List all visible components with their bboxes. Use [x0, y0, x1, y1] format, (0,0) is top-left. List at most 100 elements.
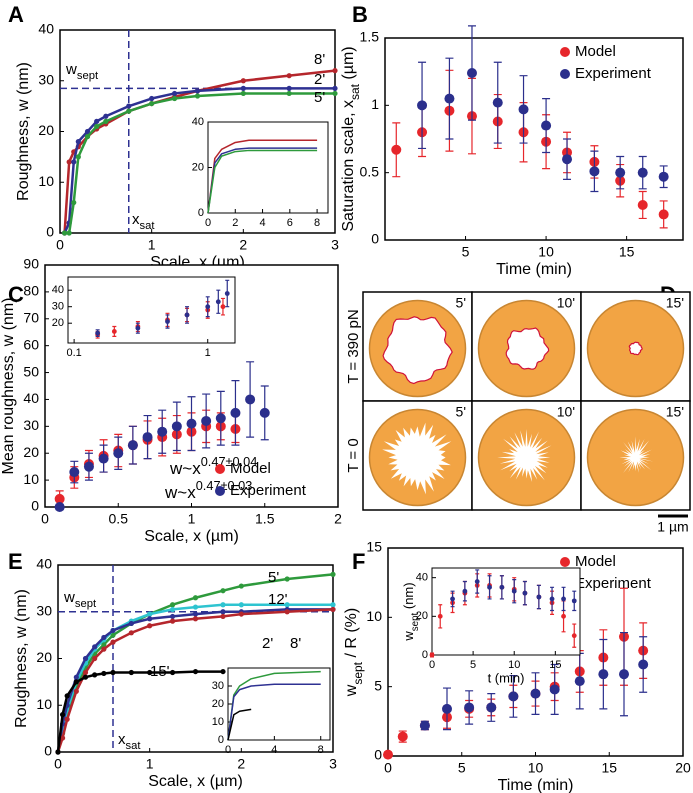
scale-bar-label: 1 µm — [657, 519, 688, 535]
y-tick-label: 1 — [371, 96, 379, 112]
series-point — [82, 669, 89, 676]
data-point — [589, 166, 600, 177]
series-point — [101, 670, 107, 677]
series-point — [171, 90, 178, 97]
y-tick-label: 0 — [371, 231, 379, 247]
data-point — [186, 418, 197, 429]
series-line — [207, 147, 318, 214]
data-point — [113, 448, 124, 459]
series-point — [128, 630, 134, 636]
x-tick-label: 10 — [528, 759, 544, 775]
row-label: T = 0 — [345, 438, 362, 472]
x-tick-label: 10 — [508, 659, 520, 671]
series-point — [238, 611, 244, 617]
series-line — [227, 670, 321, 741]
series-label: 2' — [262, 635, 273, 652]
legend-marker — [560, 47, 570, 57]
series-point — [110, 639, 116, 645]
series-point — [128, 669, 134, 676]
y-tick-label: 80 — [23, 283, 39, 299]
series-point — [169, 669, 176, 676]
y-axis-label: Roughness, w (nm) — [13, 589, 30, 728]
data-point — [474, 579, 480, 584]
series-point — [73, 679, 79, 685]
septum-opening — [382, 422, 452, 495]
series-line — [227, 708, 252, 741]
series-point — [169, 618, 176, 624]
series-line — [56, 608, 333, 753]
series-point — [194, 93, 201, 99]
y-tick-label: 20 — [52, 317, 64, 329]
series-point — [240, 90, 246, 97]
x-tick-label: 10 — [538, 243, 554, 259]
data-point — [518, 104, 529, 115]
data-point — [83, 461, 94, 472]
legend-marker — [215, 486, 225, 496]
y-axis-label-tail: (nm) — [401, 582, 416, 612]
y-tick-label: 90 — [23, 256, 39, 272]
data-point — [383, 749, 393, 760]
series-point — [75, 139, 81, 145]
septum-opening — [628, 341, 643, 356]
septum-opening — [619, 436, 654, 473]
x-tick-label: 0 — [56, 236, 64, 252]
x-tick-label: 15 — [619, 243, 635, 259]
x-tick-label: 4 — [259, 217, 265, 229]
series-point — [286, 85, 292, 91]
series-point — [220, 613, 226, 620]
series-point — [64, 716, 70, 722]
series-point — [64, 693, 70, 699]
data-point — [637, 199, 648, 210]
series-point — [92, 672, 98, 678]
inset-frame — [431, 567, 581, 656]
data-point — [111, 329, 117, 334]
data-point — [598, 669, 609, 680]
y-tick-label: 30 — [36, 602, 52, 618]
series-label: 8' — [314, 51, 325, 68]
x-tick-label: 2 — [239, 236, 247, 252]
data-point — [259, 407, 270, 418]
data-point — [574, 676, 585, 687]
y-tick-label: 0 — [422, 649, 428, 661]
threshold-label-sub: sept — [77, 70, 99, 82]
data-point — [541, 120, 552, 131]
y-tick-label: 10 — [212, 716, 224, 728]
series-point — [101, 646, 107, 652]
y-tick-label: 20 — [23, 444, 39, 460]
y-axis-label: Saturation scale, xsat (µm) — [340, 46, 362, 231]
threshold-label-sub: sat — [126, 740, 142, 752]
data-point — [171, 421, 182, 432]
data-point — [184, 312, 190, 318]
x-axis-label: Time (min) — [496, 261, 572, 278]
data-point — [215, 413, 226, 424]
series-point — [330, 606, 336, 613]
series-point — [92, 655, 98, 662]
x-tick-label: 1 — [146, 755, 154, 771]
data-point — [98, 453, 109, 464]
y-axis-label-sub: sept — [410, 612, 421, 631]
x-axis-label: t (min) — [488, 670, 525, 685]
inset-frame — [227, 667, 331, 741]
data-point — [549, 596, 555, 602]
panel-letter: E — [8, 549, 23, 574]
data-point — [437, 613, 443, 619]
y-axis-label-sub: sept — [351, 661, 365, 684]
series-line — [56, 608, 334, 753]
row-label: T = 390 pN — [345, 309, 362, 383]
series-point — [92, 644, 98, 650]
series-point — [284, 609, 290, 615]
threshold-label-text: x — [118, 731, 126, 748]
data-point — [54, 502, 65, 512]
series-point — [66, 230, 72, 236]
series-point — [94, 118, 100, 124]
data-point — [391, 144, 402, 155]
y-axis-label: wsept / R (%) — [343, 608, 365, 697]
series-line — [63, 87, 335, 234]
series-point — [75, 154, 81, 160]
y-axis-label: Mean roughness, w (nm) — [0, 298, 17, 475]
legend-label: Experiment — [230, 482, 307, 499]
series-point — [169, 602, 176, 608]
fit-annotation-text: w~x — [164, 483, 196, 502]
y-tick-label: 10 — [38, 173, 54, 189]
series-point — [103, 118, 109, 124]
